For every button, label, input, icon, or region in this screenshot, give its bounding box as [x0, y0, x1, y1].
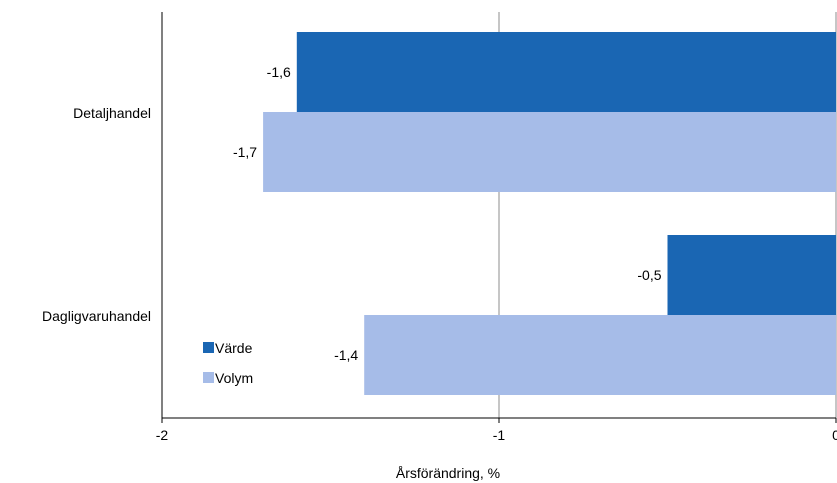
x-tick-label: -2 — [156, 427, 169, 443]
x-ticks: -2 -1 0 — [156, 418, 837, 443]
value-label: -1,6 — [267, 64, 291, 80]
bar — [263, 112, 837, 192]
x-tick-label: -1 — [493, 427, 506, 443]
bar — [364, 315, 836, 395]
bars — [263, 32, 837, 395]
x-axis-label: Årsförändring, % — [396, 465, 500, 481]
x-tick-label: 0 — [832, 427, 837, 443]
value-label: -1,4 — [334, 347, 358, 363]
category-labels: Detaljhandel Dagligvaruhandel — [42, 105, 151, 324]
category-label: Detaljhandel — [73, 105, 151, 121]
legend-label: Volym — [215, 370, 253, 386]
bar — [667, 235, 836, 315]
legend-label: Värde — [215, 340, 253, 356]
legend-swatch — [203, 342, 214, 353]
legend: Värde Volym — [203, 340, 253, 386]
legend-swatch — [203, 372, 214, 383]
bar — [296, 32, 836, 112]
value-label: -0,5 — [637, 267, 661, 283]
category-label: Dagligvaruhandel — [42, 308, 151, 324]
value-label: -1,7 — [233, 144, 257, 160]
value-labels: -1,6 -1,7 -0,5 -1,4 — [233, 64, 662, 363]
